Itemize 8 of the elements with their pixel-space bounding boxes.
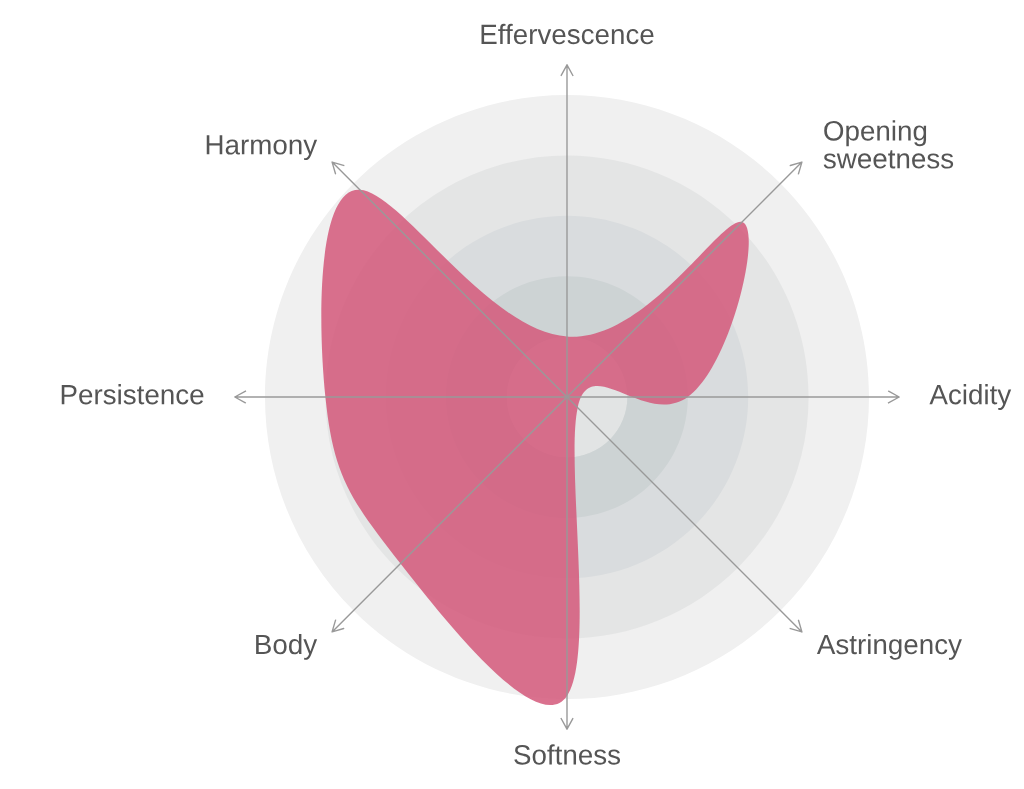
spoke-label: Body: [256, 633, 318, 660]
spoke-label: Effervescence: [481, 23, 654, 45]
spoke-label: Opening sweetness: [823, 120, 954, 169]
spoke-label: Softness: [514, 744, 621, 765]
spoke-label: Astringency: [816, 633, 962, 660]
spoke-label: Harmony: [206, 135, 318, 161]
spoke-label: Acidity: [929, 384, 1012, 410]
spoke-label: Persistence: [61, 384, 204, 405]
